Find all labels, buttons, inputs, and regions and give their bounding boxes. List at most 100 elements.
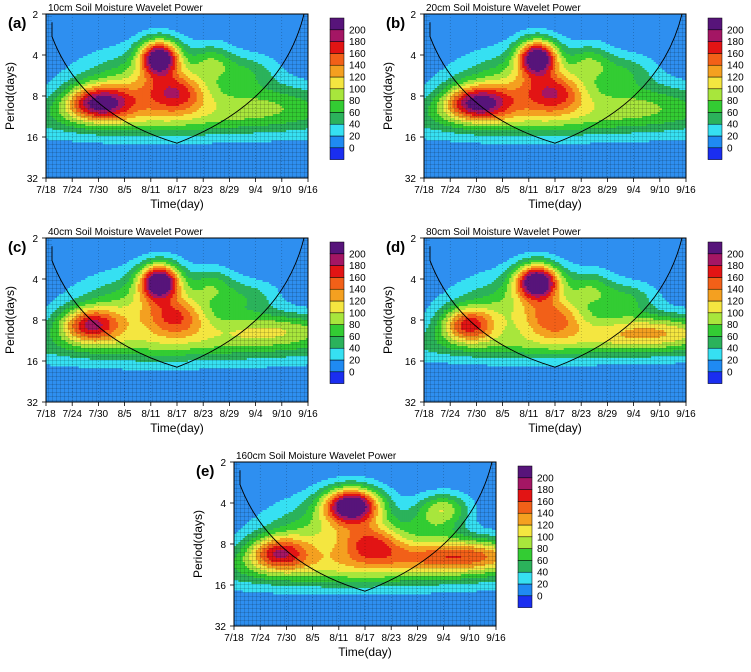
y-tick-label: 8: [410, 92, 416, 103]
colorbar-label: 200: [349, 25, 366, 36]
colorbar-swatch: [517, 536, 533, 549]
wavelet-panel-40cm: 7/18 7/24 7/30 8/5 8/11 8/17 8/23 8/29 9/4 9/10 9/…: [0, 224, 373, 446]
y-axis-title: Period(days): [381, 286, 395, 354]
colorbar-swatch: [329, 147, 345, 160]
colorbar-label: 200: [537, 473, 554, 484]
y-tick-label: 4: [32, 51, 38, 62]
y-tick-label: 8: [32, 316, 38, 327]
cone-of-influence-hatch: [46, 14, 308, 178]
wavelet-panel-20cm: 7/18 7/24 7/30 8/5 8/11 8/17 8/23 8/29 9/4 9/10 9/…: [378, 0, 751, 222]
x-tick-label: 8/23: [381, 633, 401, 644]
colorbar-label: 120: [349, 73, 366, 84]
colorbar-label: 60: [537, 556, 549, 567]
x-tick-label: 9/4: [437, 633, 451, 644]
colorbar-label: 100: [349, 308, 366, 319]
x-tick-label: 7/18: [414, 409, 434, 420]
x-tick-label: 9/16: [486, 633, 506, 644]
colorbar-label: 120: [727, 73, 744, 84]
colorbar-label: 20: [537, 580, 549, 591]
y-tick-label: 4: [220, 499, 226, 510]
colorbar-swatch: [707, 253, 723, 266]
panel-label: (b): [386, 15, 405, 32]
cone-of-influence-hatch: [46, 238, 308, 402]
x-tick-label: 7/30: [467, 409, 487, 420]
colorbar-label: 0: [727, 143, 733, 154]
plot-title: 160cm Soil Moisture Wavelet Power: [236, 451, 397, 462]
wavelet-panel-10cm: 7/18 7/24 7/30 8/5 8/11 8/17 8/23 8/29 9/4 9/10 9/…: [0, 0, 373, 222]
x-tick-label: 8/17: [545, 185, 565, 196]
y-tick-label: 32: [27, 398, 39, 409]
colorbar-swatch: [517, 548, 533, 561]
colorbar-swatch: [329, 241, 345, 255]
colorbar-swatch: [517, 524, 533, 538]
colorbar-swatch: [707, 300, 723, 314]
colorbar-label: 60: [349, 108, 361, 119]
colorbar-swatch: [329, 64, 345, 78]
x-tick-label: 7/30: [89, 185, 109, 196]
colorbar-label: 160: [349, 49, 366, 60]
x-tick-label: 8/17: [167, 185, 187, 196]
colorbar-swatch: [707, 76, 723, 90]
colorbar-swatch: [329, 253, 345, 266]
colorbar-swatch: [329, 359, 345, 373]
x-tick-label: 9/4: [249, 185, 263, 196]
colorbar-swatch: [517, 595, 533, 608]
colorbar-label: 60: [727, 332, 739, 343]
y-tick-label: 8: [220, 540, 226, 551]
y-tick-label: 4: [32, 275, 38, 286]
x-axis-title: Time(day): [338, 645, 392, 659]
y-tick-label: 8: [410, 316, 416, 327]
x-tick-label: 9/10: [650, 185, 670, 196]
colorbar-label: 40: [537, 568, 549, 579]
colorbar-label: 100: [727, 308, 744, 319]
cone-of-influence-hatch: [234, 462, 496, 626]
x-axis-title: Time(day): [150, 197, 204, 211]
x-tick-label: 8/23: [193, 409, 213, 420]
colorbar-label: 80: [349, 96, 361, 107]
colorbar-swatch: [707, 359, 723, 373]
x-tick-label: 8/23: [193, 185, 213, 196]
colorbar-label: 140: [349, 61, 366, 72]
x-tick-label: 9/4: [627, 409, 641, 420]
panel-label: (c): [8, 239, 26, 256]
wavelet-chart-10cm: 7/18 7/24 7/30 8/5 8/11 8/17 8/23 8/29 9/4 9/10 9/…: [3, 3, 366, 211]
x-tick-label: 8/17: [167, 409, 187, 420]
y-axis-title: Period(days): [3, 62, 17, 130]
colorbar-label: 180: [727, 261, 744, 272]
x-tick-label: 9/10: [272, 409, 292, 420]
colorbar-swatch: [707, 277, 723, 290]
y-tick-label: 16: [27, 133, 39, 144]
y-tick-label: 32: [405, 174, 417, 185]
colorbar-swatch: [517, 501, 533, 514]
colorbar-label: 140: [537, 509, 554, 520]
colorbar-label: 160: [727, 273, 744, 284]
colorbar-label: 0: [727, 367, 733, 378]
colorbar-label: 80: [727, 320, 739, 331]
y-tick-label: 8: [32, 92, 38, 103]
x-tick-label: 7/24: [62, 185, 82, 196]
x-tick-label: 8/5: [118, 409, 132, 420]
x-tick-label: 7/30: [277, 633, 297, 644]
colorbar-swatch: [707, 112, 723, 125]
y-tick-label: 2: [410, 234, 416, 245]
colorbar-label: 180: [349, 261, 366, 272]
colorbar-label: 140: [349, 285, 366, 296]
colorbar-label: 200: [349, 249, 366, 260]
x-tick-label: 9/4: [627, 185, 641, 196]
panel-label: (d): [386, 239, 405, 256]
colorbar-label: 40: [349, 344, 361, 355]
colorbar-swatch: [707, 265, 723, 278]
x-tick-label: 8/5: [306, 633, 320, 644]
x-tick-label: 8/5: [496, 185, 510, 196]
colorbar-swatch: [329, 100, 345, 113]
colorbar-label: 180: [537, 485, 554, 496]
colorbar-swatch: [707, 64, 723, 78]
colorbar-swatch: [517, 560, 533, 573]
colorbar-label: 40: [727, 120, 739, 131]
colorbar-swatch: [329, 277, 345, 290]
colorbar-swatch: [517, 465, 533, 479]
y-tick-label: 32: [405, 398, 417, 409]
colorbar-swatch: [329, 123, 345, 137]
x-tick-label: 9/4: [249, 409, 263, 420]
panel-label: (a): [8, 15, 26, 32]
